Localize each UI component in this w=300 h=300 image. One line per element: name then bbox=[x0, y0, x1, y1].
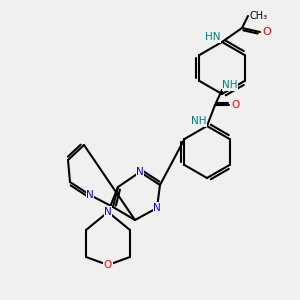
Text: N: N bbox=[86, 190, 94, 200]
Text: N: N bbox=[153, 203, 161, 213]
Text: NH: NH bbox=[191, 116, 207, 126]
Text: O: O bbox=[104, 260, 112, 270]
Text: HN: HN bbox=[205, 32, 221, 42]
Text: O: O bbox=[262, 27, 272, 37]
Text: N: N bbox=[136, 167, 144, 177]
Text: O: O bbox=[232, 100, 240, 110]
Text: N: N bbox=[104, 207, 112, 217]
Text: CH₃: CH₃ bbox=[250, 11, 268, 21]
Text: NH: NH bbox=[222, 80, 238, 90]
